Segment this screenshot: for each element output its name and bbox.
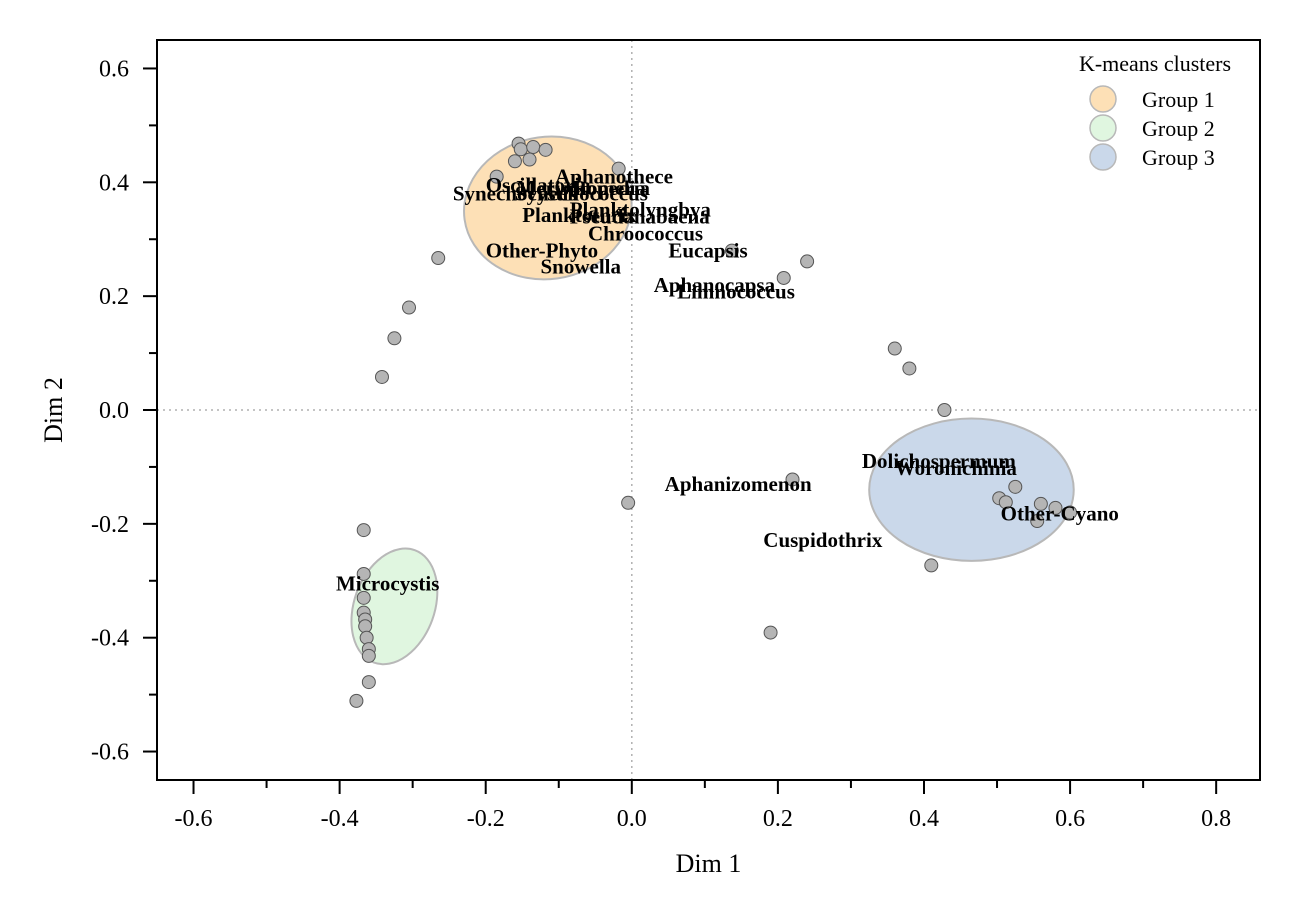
data-point xyxy=(1048,500,1063,515)
data-point xyxy=(776,270,791,285)
data-point xyxy=(387,331,402,346)
legend-label-group-1: Group 1 xyxy=(1142,87,1215,112)
point-label: Planktolyngbya xyxy=(570,198,712,222)
x-tick-label: -0.4 xyxy=(321,806,359,832)
legend-label-group-3: Group 3 xyxy=(1142,145,1215,170)
y-tick-label: -0.4 xyxy=(91,626,129,652)
point-label: Planktothrix xyxy=(522,203,637,227)
point-label: Eucapsis xyxy=(668,239,747,263)
data-point xyxy=(361,648,376,663)
point-label: Synechococcus xyxy=(515,182,648,206)
x-axis-title: Dim 1 xyxy=(676,849,742,878)
point-label: Dolichospermum xyxy=(862,449,1017,473)
data-point xyxy=(937,403,952,417)
axes: -0.6 -0.4 -0.2 0.0 0.2 0.4 0.6 0.8 -0.6 -0.4 -0.2 0… xyxy=(91,56,1231,832)
point-label: Other-Cyano xyxy=(1001,502,1119,526)
data-point xyxy=(763,625,778,640)
point-label: Woronichinia xyxy=(895,456,1018,480)
cluster-ellipse-1 xyxy=(463,135,633,281)
data-point xyxy=(1030,514,1045,528)
legend-swatch-group-1 xyxy=(1089,85,1117,113)
data-point xyxy=(924,558,939,573)
data-point xyxy=(402,300,417,315)
reference-lines xyxy=(157,40,1260,780)
data-point xyxy=(902,361,917,376)
point-label: Microcystis xyxy=(336,572,439,596)
point-label: Snowella xyxy=(540,255,621,279)
data-point xyxy=(507,154,522,169)
x-tick-label: 0.8 xyxy=(1201,806,1231,832)
legend: K-means clusters Group 1 Group 2 Group 3 xyxy=(1079,51,1231,171)
point-label: Pseudanabaena xyxy=(570,204,711,228)
data-point xyxy=(887,341,902,356)
data-point xyxy=(361,675,376,690)
point-label: Other-Phyto xyxy=(486,239,598,263)
x-tick-label: -0.6 xyxy=(175,806,213,832)
point-label: Aphanocapsa xyxy=(654,273,776,297)
point-label: Cuspidothrix xyxy=(763,528,883,552)
data-point xyxy=(356,590,371,605)
data-point xyxy=(526,140,541,155)
y-tick-label: 0.2 xyxy=(99,284,129,310)
legend-swatch-group-2 xyxy=(1089,114,1117,142)
y-tick-label: 0.0 xyxy=(99,398,129,424)
data-point xyxy=(374,369,389,384)
data-point xyxy=(359,630,374,645)
data-point xyxy=(538,142,553,157)
point-label: Romeria xyxy=(572,176,651,200)
data-point xyxy=(998,495,1013,510)
data-point xyxy=(800,254,815,269)
legend-swatch-group-3 xyxy=(1089,143,1117,171)
data-point xyxy=(785,472,800,487)
data-point xyxy=(356,566,371,581)
y-tick-label: 0.6 xyxy=(99,56,129,82)
x-tick-label: 0.4 xyxy=(909,806,939,832)
x-tick-label: -0.2 xyxy=(467,806,505,832)
cluster-ellipses xyxy=(350,135,1075,666)
data-point xyxy=(611,161,626,176)
legend-title: K-means clusters xyxy=(1079,51,1231,76)
data-points xyxy=(349,136,1078,708)
point-label: Aphanizomenon xyxy=(665,472,812,496)
point-label: Chroococcus xyxy=(588,222,703,246)
y-tick-label: 0.4 xyxy=(99,170,129,196)
cluster-ellipse-3 xyxy=(868,417,1075,562)
y-tick-label: -0.6 xyxy=(91,740,129,766)
data-point xyxy=(1008,479,1023,494)
data-point xyxy=(431,251,446,266)
point-label: Limnococcus xyxy=(677,280,795,304)
point-labels: AphanotheceOscillatoriaMerismopediaRomer… xyxy=(336,165,1119,596)
data-point xyxy=(724,243,739,258)
data-point xyxy=(513,142,528,157)
data-point xyxy=(356,523,371,538)
data-point xyxy=(349,693,364,708)
point-label: Synechocystis xyxy=(453,182,577,206)
data-point xyxy=(621,495,636,510)
legend-label-group-2: Group 2 xyxy=(1142,116,1215,141)
x-tick-label: 0.6 xyxy=(1055,806,1085,832)
y-tick-label: -0.2 xyxy=(91,512,129,538)
point-label: Oscillatoria xyxy=(486,173,591,197)
data-point xyxy=(522,152,537,167)
data-point xyxy=(1063,505,1078,520)
x-tick-label: 0.0 xyxy=(617,806,647,832)
data-point xyxy=(489,169,504,184)
y-axis-title: Dim 2 xyxy=(39,377,68,443)
x-tick-label: 0.2 xyxy=(763,806,793,832)
data-point xyxy=(1033,496,1048,511)
cluster-ellipse-2 xyxy=(350,547,439,666)
point-label: Aphanothece xyxy=(555,165,673,189)
point-label: Merismopedia xyxy=(516,176,646,200)
